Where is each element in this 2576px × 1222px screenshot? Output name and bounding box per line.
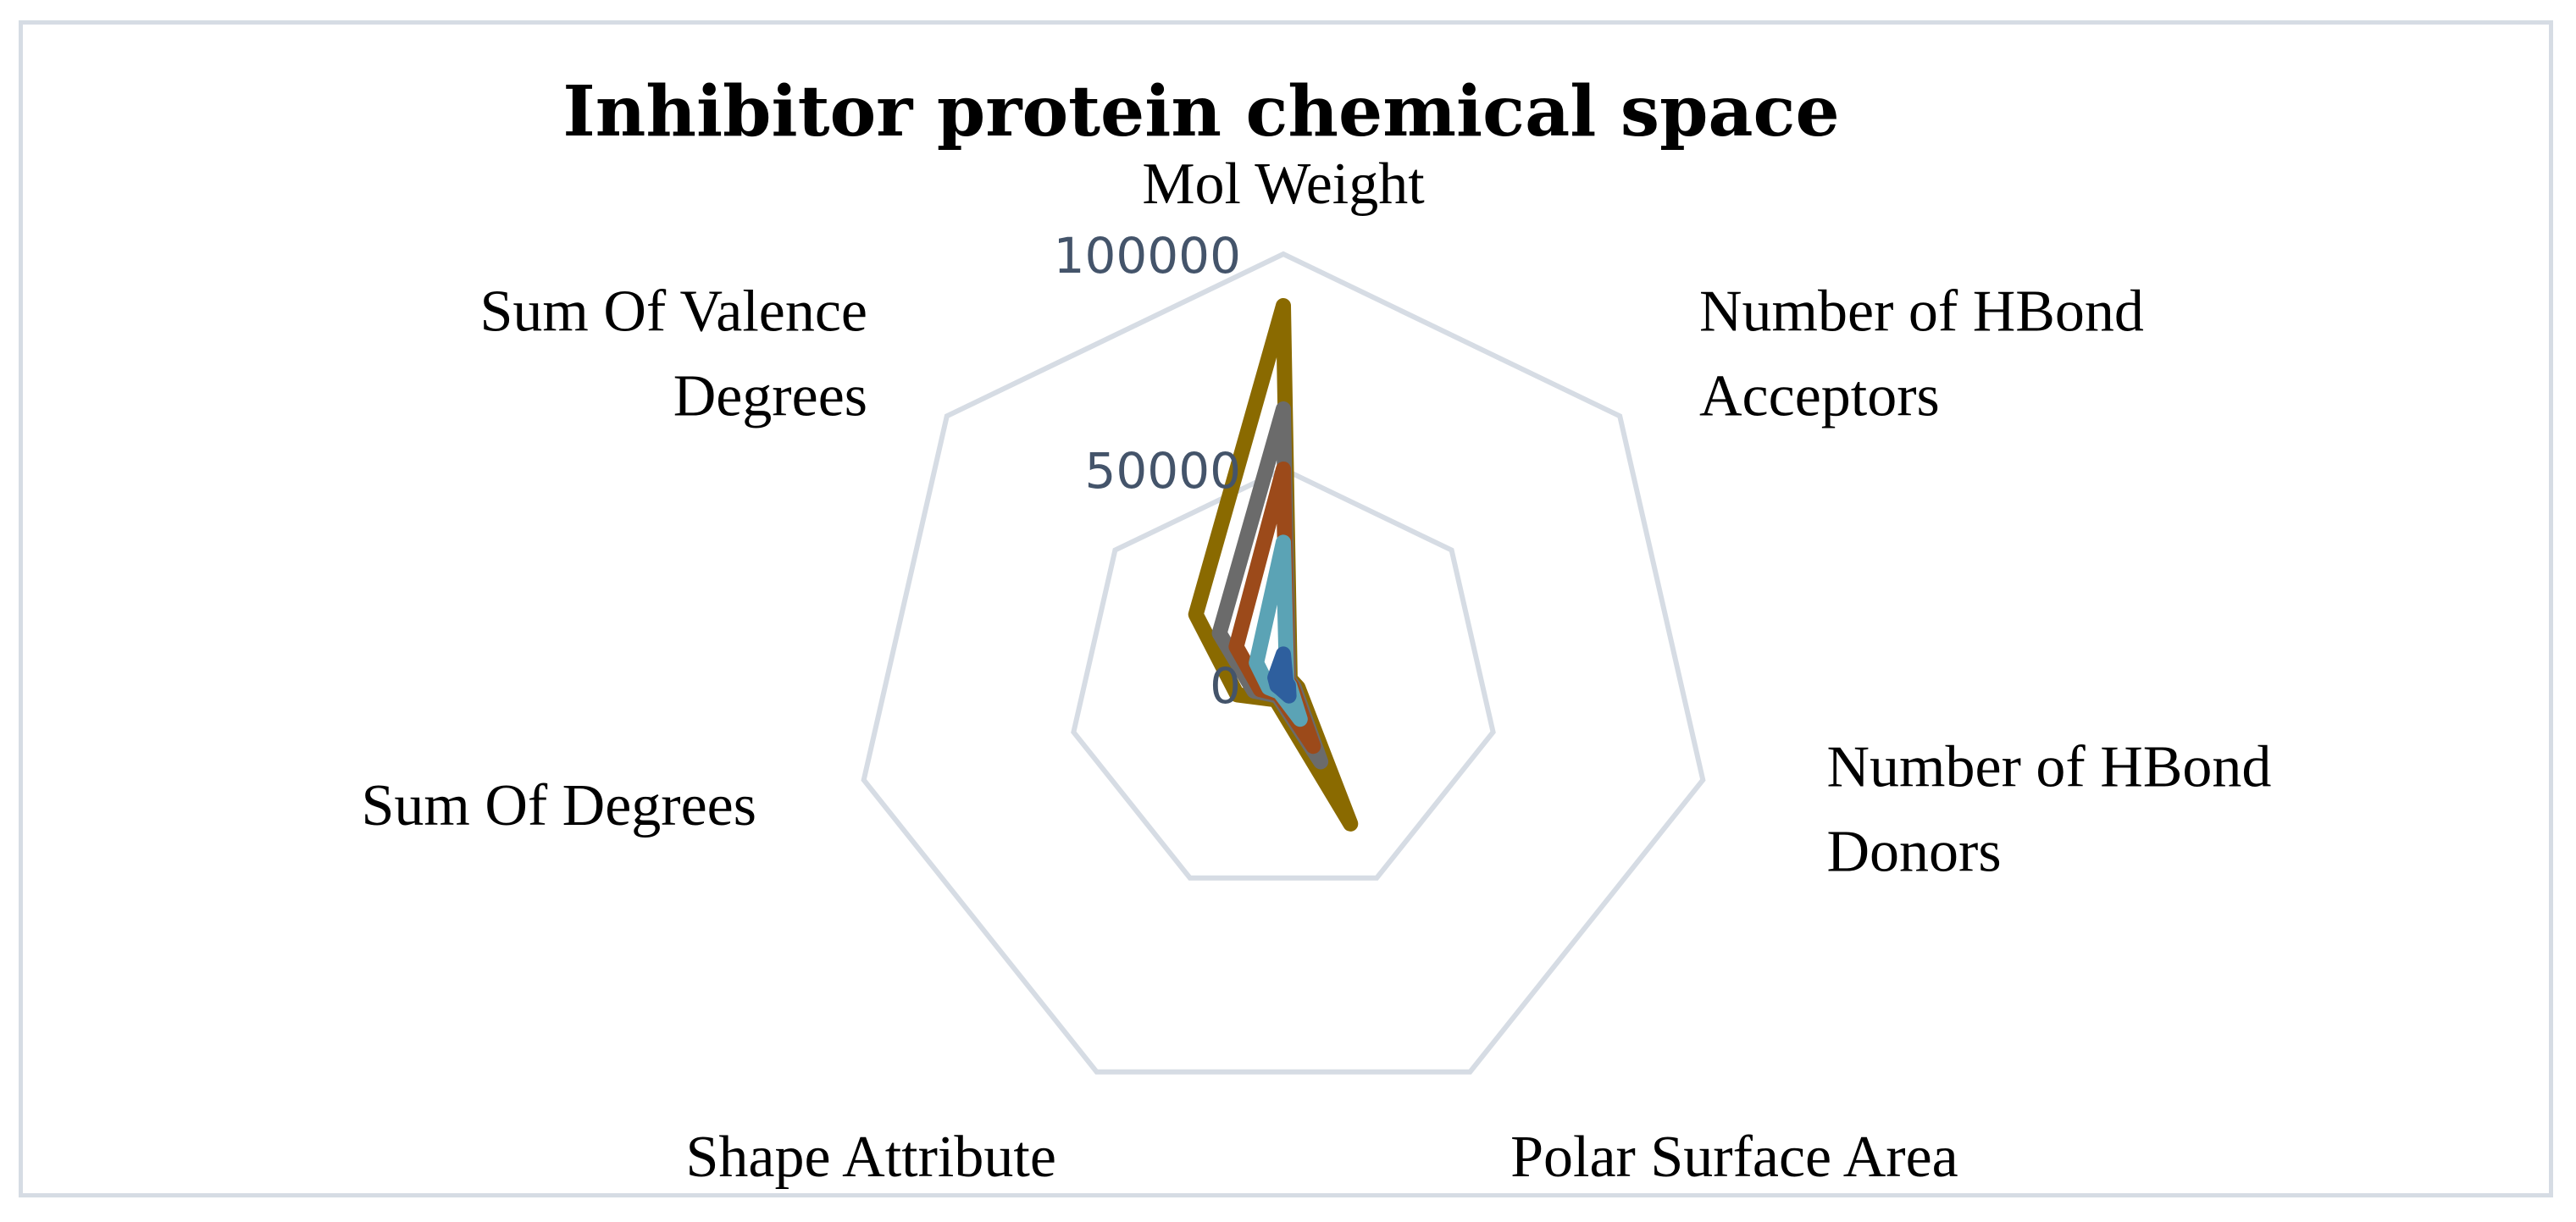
axis-label-4-line-1: Polar Surface Area	[1510, 1125, 1958, 1190]
tick-label-100000: 100000	[1054, 227, 1241, 285]
chart-title: Inhibitor protein chemical space	[562, 71, 1839, 152]
radar-grid	[861, 251, 1706, 1075]
axis-label-1-line-1: Mol Weight	[1142, 152, 1425, 217]
axis-label-7: Sum Of Valence Degrees	[480, 279, 868, 429]
axis-label-3: Number of HBond Donors	[1827, 734, 2272, 884]
grid-ring-100000	[861, 251, 1706, 1075]
tick-label-50000: 50000	[1084, 442, 1241, 500]
series-5-line	[1267, 646, 1297, 704]
axis-label-7-line-1: Sum Of Valence	[480, 279, 868, 344]
axis-label-5: Shape Attribute	[685, 1125, 1055, 1190]
axis-label-2-line-1: Number of HBond	[1699, 279, 2144, 344]
tick-label-0: 0	[1210, 657, 1241, 715]
axis-label-2-line-2: Acceptors	[1699, 363, 1940, 429]
axis-label-1: Mol Weight	[1142, 152, 1425, 217]
radar-series	[1188, 298, 1359, 832]
grid-ring-50000	[1071, 466, 1496, 881]
axis-label-6-line-1: Sum Of Degrees	[361, 773, 756, 838]
axis-label-3-line-1: Number of HBond	[1827, 734, 2272, 799]
axis-label-2: Number of HBond Acceptors	[1699, 279, 2144, 429]
axis-label-5-line-1: Shape Attribute	[685, 1125, 1055, 1190]
axis-label-6: Sum Of Degrees	[361, 773, 756, 838]
axis-label-7-line-2: Degrees	[673, 363, 867, 429]
radial-tick-labels: 0 50000 100000	[1054, 227, 1241, 715]
axis-label-4: Polar Surface Area	[1510, 1125, 1958, 1190]
axis-label-3-line-2: Donors	[1827, 819, 2002, 884]
